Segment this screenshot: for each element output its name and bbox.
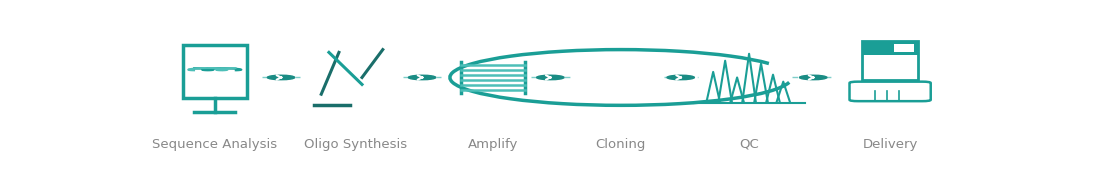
Circle shape [667, 75, 695, 80]
Bar [863, 41, 918, 55]
Circle shape [408, 75, 436, 80]
FancyBboxPatch shape [849, 82, 931, 101]
Text: Delivery: Delivery [863, 138, 918, 151]
Text: QC: QC [739, 138, 759, 151]
Bar [895, 44, 914, 52]
Text: Sequence Analysis: Sequence Analysis [152, 138, 277, 151]
Text: Amplify: Amplify [468, 138, 517, 151]
Text: Cloning: Cloning [596, 138, 646, 151]
Circle shape [267, 75, 295, 80]
Bar [863, 41, 918, 80]
Circle shape [800, 75, 827, 80]
Text: Oligo Synthesis: Oligo Synthesis [304, 138, 407, 151]
FancyBboxPatch shape [183, 45, 247, 98]
Circle shape [537, 75, 564, 80]
